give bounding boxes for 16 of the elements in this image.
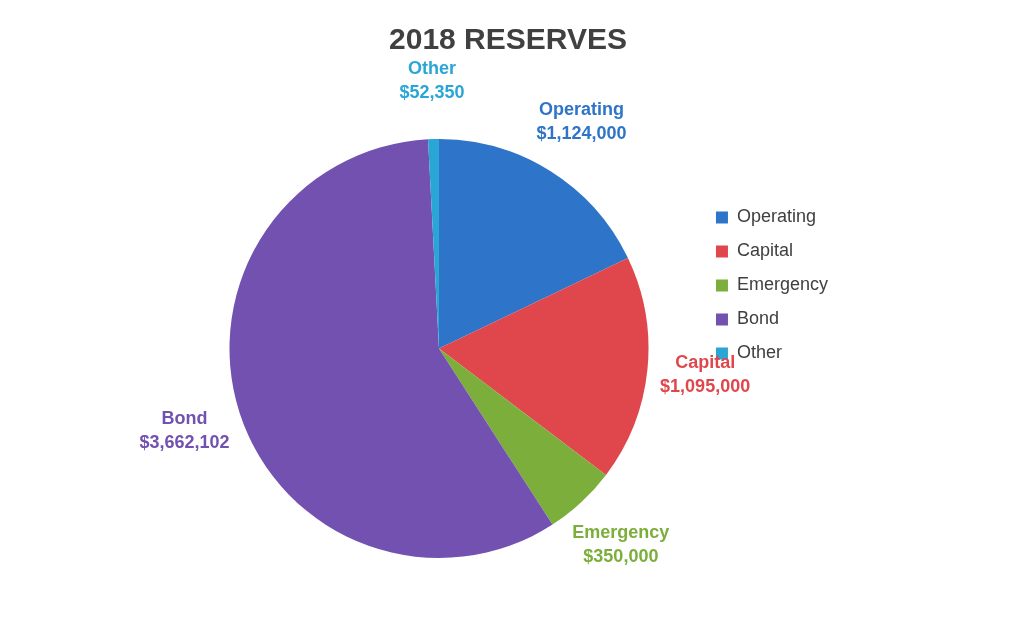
slice-label: Bond <box>161 407 208 428</box>
legend-label: Operating <box>736 206 817 227</box>
slice-label: Emergency <box>572 521 670 542</box>
slice-label: Capital <box>675 352 736 373</box>
data-label: $1,124,000 <box>536 123 627 144</box>
data-label: $1,095,000 <box>660 376 751 397</box>
slice-label: Operating <box>539 99 625 120</box>
legend-label: Capital <box>736 240 793 261</box>
legend-label: Other <box>736 342 782 363</box>
data-label: $3,662,102 <box>139 431 230 452</box>
data-label: $350,000 <box>583 545 659 566</box>
legend-label: Bond <box>736 308 780 329</box>
legend-label: Emergency <box>736 274 829 295</box>
slice-label: Other <box>407 58 456 79</box>
data-label: $52,350 <box>399 82 465 103</box>
chart-title: 2018 RESERVES <box>389 22 627 56</box>
